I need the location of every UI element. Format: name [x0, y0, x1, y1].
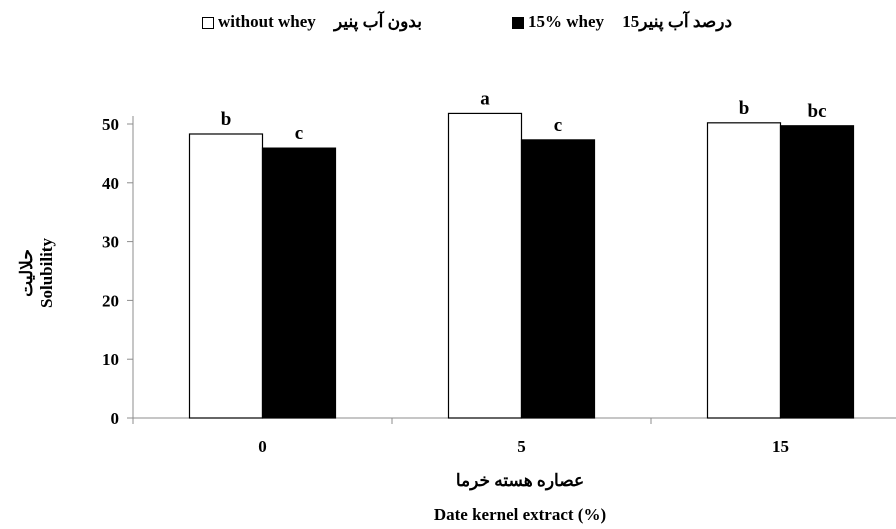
- y-tick-label: 30: [102, 233, 119, 252]
- bar-significance-label: b: [739, 98, 750, 119]
- y-tick-label: 50: [102, 115, 119, 134]
- x-tick-label: 5: [517, 437, 526, 456]
- x-axis-label: Date kernel extract (%): [434, 505, 606, 524]
- x-axis-label-fa: عصاره هسته خرما: [456, 471, 584, 491]
- y-tick-label: 10: [102, 350, 119, 369]
- legend-label-en: 15% whey: [528, 12, 605, 31]
- bar-significance-label: c: [295, 123, 303, 144]
- y-tick-label: 0: [111, 409, 120, 428]
- bar: [447, 112, 523, 419]
- bar: [706, 122, 782, 419]
- legend-swatch-black: [512, 17, 524, 30]
- y-tick-label: 40: [102, 174, 119, 193]
- y-axis-label: Solubility: [37, 238, 56, 308]
- bar-significance-label: b: [221, 109, 232, 130]
- x-tick-label: 15: [772, 437, 789, 456]
- x-tick-label: 0: [258, 437, 267, 456]
- x-axis: [132, 417, 896, 424]
- legend-label-fa: بدون آب پنیر: [334, 12, 422, 31]
- legend-label-fa: درصد آب پنیر15: [622, 12, 733, 31]
- legend-label-en: without whey: [218, 12, 316, 31]
- legend-swatch-white: [202, 17, 214, 30]
- bar: [779, 125, 855, 419]
- bar: [520, 139, 596, 419]
- legend-item-15-whey: 15% whey درصد آب پنیر15: [508, 12, 732, 32]
- x-tick-labels: 0 5 15: [258, 437, 789, 456]
- y-axis: 0 10 20 30 40 50: [102, 115, 134, 428]
- bar: [261, 147, 337, 419]
- bar-significance-label: c: [554, 115, 562, 136]
- bar-significance-label: bc: [808, 101, 827, 122]
- bar: [188, 133, 264, 419]
- y-axis-label-fa: حلالیت: [17, 249, 36, 297]
- legend-item-without-whey: without whey بدون آب پنیر: [198, 12, 422, 32]
- y-tick-label: 20: [102, 291, 119, 310]
- legend: without whey بدون آب پنیر 15% whey درصد …: [0, 12, 896, 36]
- bar-significance-label: a: [480, 88, 490, 109]
